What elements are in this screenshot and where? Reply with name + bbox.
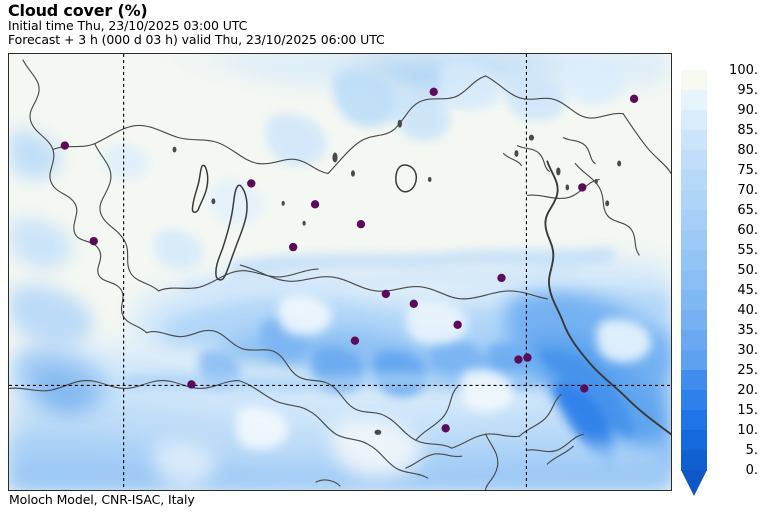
colorbar-tick-label: 60. [737, 223, 758, 238]
station-marker [453, 320, 462, 329]
station-marker [356, 220, 366, 229]
colorbar-tick-label: 45. [737, 283, 758, 298]
graticule [9, 54, 671, 490]
colorbar-tick-label: 95. [737, 83, 758, 98]
colorbar-swatch [681, 410, 707, 431]
map-header: Cloud cover (%) Initial time Thu, 23/10/… [8, 2, 668, 47]
colorbar-tick-label: 70. [737, 183, 758, 198]
small-islands [172, 119, 622, 435]
station-markers[interactable] [60, 87, 639, 433]
colorbar-swatch [681, 90, 707, 111]
colorbar-swatch [681, 270, 707, 291]
colorbar-tick-label: 40. [737, 303, 758, 318]
colorbar-tick-label: 0. [745, 463, 758, 478]
station-marker [60, 141, 70, 150]
colorbar-tick-label: 75. [737, 163, 758, 178]
station-marker [288, 242, 298, 252]
station-marker [580, 384, 589, 393]
station-marker [247, 179, 256, 188]
station-marker [514, 355, 523, 364]
station-marker [350, 336, 360, 345]
colorbar-swatch [681, 290, 707, 311]
colorbar-swatch [681, 190, 707, 211]
colorbar-tick-label: 10. [737, 423, 758, 438]
station-marker [629, 94, 639, 103]
colorbar-swatch [681, 450, 707, 471]
station-marker [429, 87, 438, 97]
colorbar-tick-label: 50. [737, 263, 758, 278]
colorbar-tick-label: 55. [737, 243, 758, 258]
colorbar-labels: 100. 95. 90. 85. 80. 75. 70. 65. 60. 55. 50. 45. 40.… [712, 60, 758, 480]
model-credit: Moloch Model, CNR-ISAC, Italy [9, 492, 195, 507]
colorbar-swatch [681, 310, 707, 331]
station-marker [409, 299, 418, 309]
station-marker [523, 353, 532, 362]
colorbar-swatch [681, 110, 707, 131]
forecast-time-line: Forecast + 3 h (000 d 03 h) valid Thu, 2… [8, 32, 385, 47]
colorbar-swatch [681, 250, 707, 271]
station-marker [441, 424, 450, 433]
colorbar-swatch [681, 130, 707, 151]
colorbar-extend-arrow [681, 470, 707, 496]
colorbar-swatch [681, 230, 707, 251]
colorbar-tick-label: 100. [729, 63, 758, 78]
station-marker [89, 236, 98, 246]
colorbar-tick-label: 20. [737, 383, 758, 398]
page-title: Cloud cover (%) [8, 1, 148, 20]
colorbar-swatch [681, 70, 707, 91]
colorbar-tick-label: 35. [737, 323, 758, 338]
station-marker [578, 183, 587, 192]
colorbar-swatch [681, 370, 707, 391]
station-marker [497, 273, 506, 283]
colorbar-swatch [681, 390, 707, 411]
colorbar-swatch [681, 210, 707, 231]
colorbar-swatch [681, 330, 707, 351]
colorbar-tick-label: 65. [737, 203, 758, 218]
colorbar-tick-label: 30. [737, 343, 758, 358]
station-marker [310, 200, 320, 209]
map-canvas[interactable] [9, 54, 671, 490]
cloud-cover-field [9, 54, 671, 490]
initial-time-line: Initial time Thu, 23/10/2025 03:00 UTC [8, 18, 248, 33]
colorbar-tick-label: 85. [737, 123, 758, 138]
colorbar-swatch [681, 350, 707, 371]
map-frame[interactable] [8, 53, 672, 491]
station-marker [381, 289, 391, 299]
station-marker [187, 380, 196, 389]
colorbar-tick-label: 15. [737, 403, 758, 418]
colorbar-swatch [681, 430, 707, 451]
colorbar [681, 70, 707, 471]
colorbar-tick-label: 80. [737, 143, 758, 158]
colorbar-tick-label: 25. [737, 363, 758, 378]
colorbar-tick-label: 5. [745, 443, 758, 458]
colorbar-swatch [681, 170, 707, 191]
colorbar-tick-label: 90. [737, 103, 758, 118]
coastlines-and-borders [9, 59, 671, 490]
colorbar-swatch [681, 150, 707, 171]
